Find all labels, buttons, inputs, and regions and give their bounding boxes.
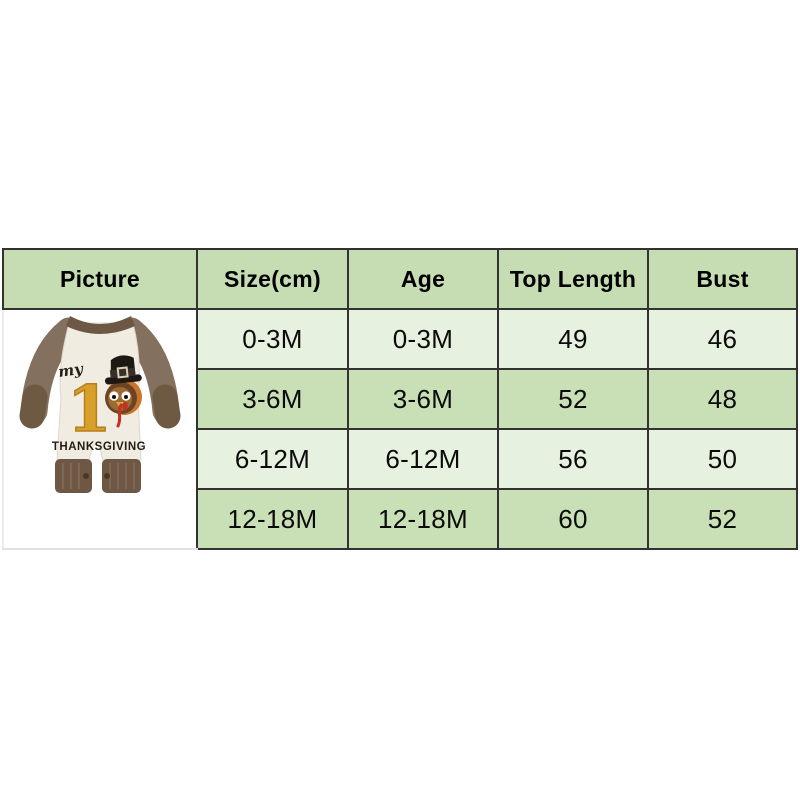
product-picture-cell: my 1 (2, 308, 198, 550)
table-row: 6-12M 6-12M 56 50 (3, 428, 798, 490)
header-top-length: Top Length (497, 248, 649, 310)
cell-age: 3-6M (347, 368, 499, 430)
cell-size: 0-3M (196, 308, 349, 370)
size-chart-table: Picture Size(cm) Age Top Length Bust (2, 248, 798, 550)
cell-size: 12-18M (196, 488, 349, 550)
header-row: Picture Size(cm) Age Top Length Bust (2, 248, 798, 310)
header-size: Size(cm) (196, 248, 349, 310)
romper-leg-cuffs (55, 459, 141, 493)
graphic-word-my: my (57, 360, 85, 381)
table-row: 12-18M 12-18M 60 52 (3, 488, 798, 550)
cell-bust: 50 (647, 428, 798, 490)
romper-collar (66, 316, 135, 334)
cell-bust: 48 (647, 368, 798, 430)
romper-sleeves (19, 317, 181, 429)
table-row: 3-6M 3-6M 52 48 (3, 368, 798, 430)
header-age: Age (347, 248, 499, 310)
cell-size: 6-12M (196, 428, 349, 490)
cell-top-length: 49 (497, 308, 649, 370)
cell-age: 12-18M (347, 488, 499, 550)
graphic-numeral-one: 1 (67, 372, 112, 447)
product-image: my 1 (19, 316, 181, 493)
cell-size: 3-6M (196, 368, 349, 430)
cell-bust: 52 (647, 488, 798, 550)
cell-bust: 46 (647, 308, 798, 370)
turkey-icon (104, 355, 142, 428)
turkey-graphic: my 1 (52, 355, 146, 453)
cell-top-length: 56 (497, 428, 649, 490)
header-picture: Picture (2, 248, 198, 310)
pilgrim-hat-icon (104, 355, 142, 385)
cell-age: 6-12M (347, 428, 499, 490)
cell-age: 0-3M (347, 308, 499, 370)
table-row: my 1 (2, 308, 798, 550)
cell-top-length: 60 (497, 488, 649, 550)
graphic-word-thanksgiving: THANKSGIVING (52, 441, 146, 453)
header-bust: Bust (647, 248, 798, 310)
cell-top-length: 52 (497, 368, 649, 430)
